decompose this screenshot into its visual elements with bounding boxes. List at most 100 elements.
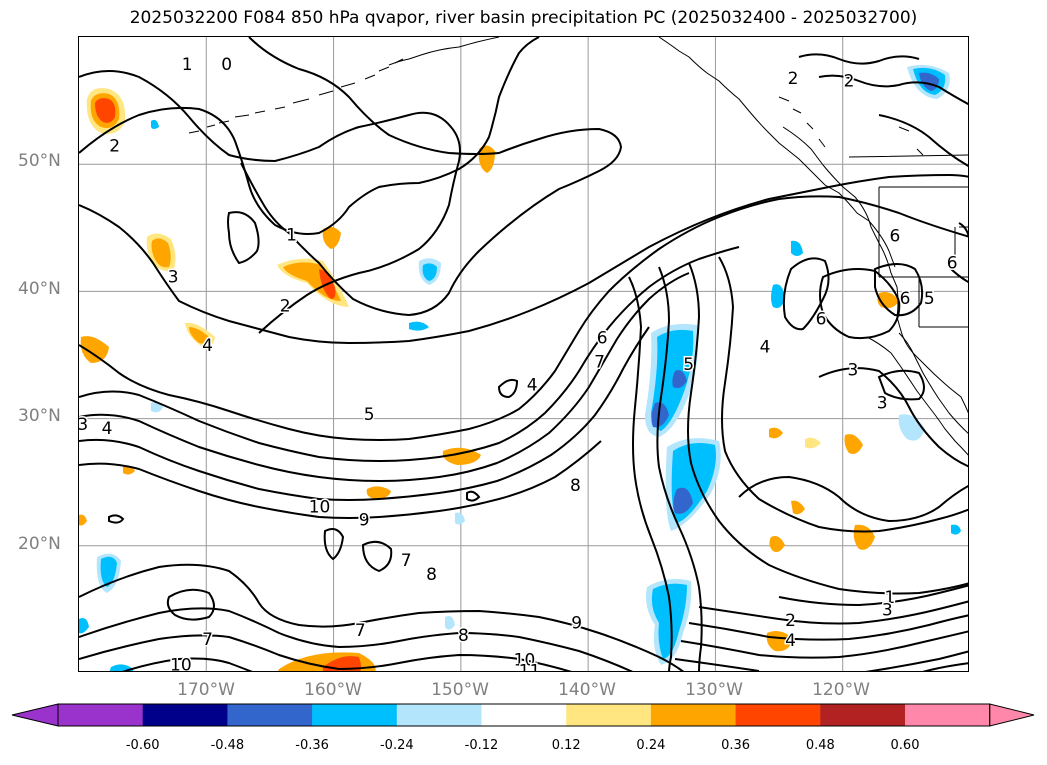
colorbar-segment bbox=[481, 704, 567, 726]
lat-label-20n: 20°N bbox=[18, 534, 61, 554]
lon-label-120w: 120°W bbox=[812, 680, 870, 700]
qvapor-contour bbox=[698, 600, 968, 625]
contour-label: 4 bbox=[102, 419, 113, 439]
qvapor-contour bbox=[108, 514, 125, 524]
negative-anomaly-patch bbox=[151, 119, 159, 129]
alaska-coast bbox=[388, 37, 896, 268]
contour-label: 4 bbox=[760, 337, 771, 357]
qvapor-contour bbox=[166, 588, 215, 621]
colorbar-tick-label: -0.48 bbox=[210, 738, 245, 753]
contour-label: 3 bbox=[882, 601, 893, 621]
contour-label: 2 bbox=[785, 611, 796, 631]
contour-label: 6 bbox=[900, 289, 911, 309]
qvapor-contour bbox=[79, 37, 540, 235]
qvapor-contour bbox=[628, 276, 673, 671]
negative-anomaly-patch bbox=[673, 487, 693, 514]
contour-label: 10 bbox=[514, 650, 536, 670]
positive-anomaly-patch bbox=[79, 514, 87, 526]
positive-anomaly-patch bbox=[766, 631, 793, 652]
negative-anomaly-patch bbox=[771, 284, 785, 308]
lon-label-140w: 140°W bbox=[558, 680, 616, 700]
qvapor-contour bbox=[497, 378, 519, 399]
contour-label: 0 bbox=[221, 55, 232, 75]
qvapor-contour bbox=[687, 262, 968, 595]
qvapor-contour bbox=[878, 114, 968, 167]
precipitation-pc-fills bbox=[79, 65, 961, 671]
map-title: 2025032200 F084 850 hPa qvapor, river ba… bbox=[129, 8, 918, 28]
negative-anomaly-patch bbox=[919, 72, 939, 91]
qvapor-contour bbox=[79, 195, 968, 441]
contour-label: 6 bbox=[889, 227, 900, 247]
qvapor-contour bbox=[922, 662, 968, 671]
qvapor-contour bbox=[874, 263, 924, 317]
lat-label-40n: 40°N bbox=[18, 279, 61, 299]
negative-anomaly-patch bbox=[651, 583, 687, 659]
graticule bbox=[79, 37, 968, 671]
contour-label: 8 bbox=[426, 565, 437, 585]
qvapor-contour bbox=[79, 634, 572, 671]
contour-label: 3 bbox=[79, 415, 88, 435]
qvapor-contour bbox=[778, 584, 968, 607]
negative-anomaly-patch bbox=[100, 556, 117, 587]
contour-label: 2 bbox=[109, 136, 120, 156]
contour-label: 7 bbox=[594, 353, 605, 373]
positive-anomaly-patch bbox=[769, 536, 785, 553]
positive-anomaly-patch bbox=[80, 336, 109, 363]
positive-anomaly-patch bbox=[769, 427, 783, 439]
lat-label-30n: 30°N bbox=[18, 406, 61, 426]
colorbar-segment bbox=[142, 704, 228, 726]
negative-anomaly-patch bbox=[445, 616, 455, 630]
qvapor-contour bbox=[948, 222, 968, 284]
positive-anomaly-patch bbox=[791, 500, 805, 515]
colorbar-tick-label: -0.12 bbox=[464, 738, 499, 753]
island-features bbox=[778, 96, 924, 156]
qvapor-contour bbox=[79, 440, 602, 519]
contour-label: 1 bbox=[884, 588, 895, 608]
colorbar-tick-label: -0.36 bbox=[295, 738, 329, 753]
qvapor-contour bbox=[121, 657, 253, 671]
contour-label: 3 bbox=[847, 360, 858, 380]
contour-label: 6 bbox=[816, 309, 827, 329]
contour-label: 10 bbox=[170, 655, 192, 672]
colorbar-segment bbox=[227, 704, 313, 726]
qvapor-contour bbox=[79, 173, 968, 345]
qvapor-contour bbox=[323, 528, 345, 561]
positive-anomaly-patch bbox=[366, 486, 391, 499]
lon-label-170w: 170°W bbox=[177, 680, 235, 700]
contour-label: 7 bbox=[355, 621, 366, 641]
qvapor-contour bbox=[240, 37, 623, 317]
contour-label: 3 bbox=[877, 393, 888, 413]
contour-label: 6 bbox=[947, 253, 958, 273]
map-canvas: 1021324345467581097877891011109111011121… bbox=[79, 37, 968, 672]
baja-inner-coast bbox=[898, 332, 968, 434]
aleutian-islands bbox=[188, 58, 404, 134]
qvapor-contour bbox=[688, 614, 968, 641]
contour-label: 11 bbox=[128, 671, 150, 672]
contour-label: 1 bbox=[286, 225, 297, 245]
contour-label: 9 bbox=[571, 613, 582, 633]
colorbar-tick-label: 0.36 bbox=[721, 738, 751, 753]
colorbar-tick-label: 0.48 bbox=[805, 738, 835, 753]
colorbar-segment bbox=[820, 704, 906, 726]
north-america-coast bbox=[782, 126, 968, 414]
negative-anomaly-patch bbox=[951, 524, 961, 535]
negative-anomaly-patch bbox=[422, 263, 437, 281]
colorbar-segment bbox=[566, 704, 652, 726]
qvapor-contour bbox=[680, 630, 968, 659]
baja-coast bbox=[866, 336, 968, 456]
positive-anomaly-patch bbox=[805, 437, 821, 449]
qvapor-contour bbox=[674, 650, 968, 671]
positive-anomaly-patch bbox=[478, 145, 495, 173]
qvapor-contour bbox=[656, 266, 703, 671]
contour-label: 5 bbox=[683, 355, 694, 375]
colorbar-segment bbox=[58, 704, 144, 726]
qvapor-contour bbox=[818, 367, 968, 468]
contour-label: 8 bbox=[458, 626, 469, 646]
qvapor-contour bbox=[79, 607, 634, 671]
contour-label: 4 bbox=[202, 336, 213, 356]
colorbar-tick-label: 0.60 bbox=[890, 738, 920, 753]
qvapor-contour bbox=[877, 369, 925, 401]
qvapor-contour bbox=[79, 70, 461, 334]
negative-anomaly-patch bbox=[455, 512, 465, 525]
negative-anomaly-patch bbox=[791, 240, 803, 256]
